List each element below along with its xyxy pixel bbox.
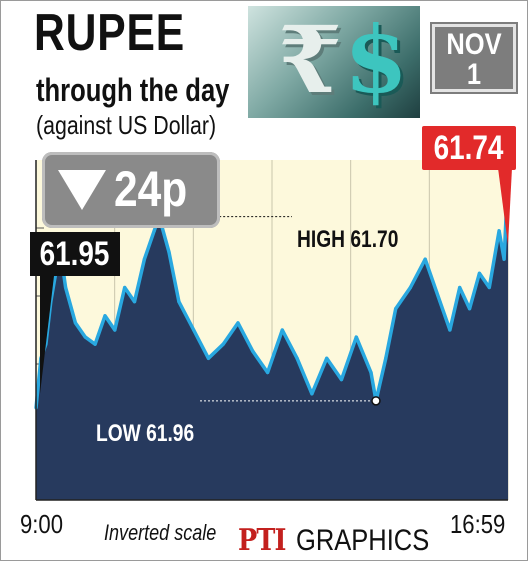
series-point (394, 307, 398, 311)
series-point (192, 328, 196, 332)
series-point (502, 257, 506, 261)
series-point (448, 328, 452, 332)
down-triangle-icon (58, 170, 106, 210)
chart-subtitle: through the day (36, 72, 230, 108)
series-point (142, 257, 146, 261)
chart-title: RUPEE (34, 4, 186, 62)
close-value-label: 61.74 (422, 126, 516, 170)
series-point (93, 342, 97, 346)
open-value-label: 61.95 (30, 232, 120, 276)
series-point (458, 285, 462, 290)
series-point (132, 300, 137, 304)
series-point (73, 321, 78, 325)
series-area (36, 174, 508, 500)
series-point (63, 285, 68, 290)
low-marker (371, 396, 381, 406)
x-tick-end: 16:59 (450, 509, 506, 539)
date-day: 1 (466, 58, 482, 91)
date-badge: NOV 1 (432, 24, 516, 92)
series-point (206, 356, 211, 360)
series-point (369, 370, 373, 375)
series-point (384, 356, 388, 360)
series-point (423, 257, 427, 261)
credit-text: GRAPHICS (296, 524, 430, 557)
change-badge: 24p (42, 152, 220, 228)
series-point (123, 285, 127, 290)
series-line (34, 174, 510, 409)
x-tick-start: 9:00 (20, 509, 64, 539)
series-point (310, 392, 314, 396)
series-point (177, 300, 181, 304)
close-value-text: 61.74 (434, 129, 504, 167)
series-point (438, 300, 442, 304)
series-point (477, 271, 482, 275)
chart-note: (against US Dollar) (36, 110, 217, 140)
low-annotation: LOW 61.96 (96, 420, 195, 447)
scale-note: Inverted scale (104, 520, 217, 545)
series-point (236, 321, 240, 325)
series-point (467, 307, 472, 311)
series-point (152, 229, 156, 233)
series-point (354, 335, 358, 339)
currency-symbols-image: ₹ $ (248, 6, 420, 118)
change-value: 24p (114, 161, 188, 217)
series-point (295, 356, 299, 360)
series-point (497, 229, 501, 233)
pti-logo: PTI (238, 523, 286, 558)
series-point (265, 370, 270, 375)
series-point (251, 349, 255, 353)
series-point (325, 356, 329, 360)
series-point (83, 335, 87, 339)
rupee-symbol-icon: ₹ (278, 6, 343, 114)
open-label-pointer (40, 276, 54, 394)
open-value-text: 61.95 (40, 235, 110, 273)
series-point (487, 285, 491, 290)
pti-graphics-credit: PTI GRAPHICS (238, 523, 429, 559)
series-point (103, 314, 107, 318)
series-point (221, 342, 225, 346)
close-label-pointer (498, 168, 512, 245)
date-month: NOV (446, 28, 502, 61)
series-point (113, 328, 117, 332)
series-point (280, 328, 284, 332)
high-annotation: HIGH 61.70 (297, 226, 399, 253)
series-point (339, 377, 344, 382)
series-point (408, 285, 413, 290)
series-point (167, 250, 171, 254)
dollar-symbol-icon: $ (344, 6, 409, 114)
